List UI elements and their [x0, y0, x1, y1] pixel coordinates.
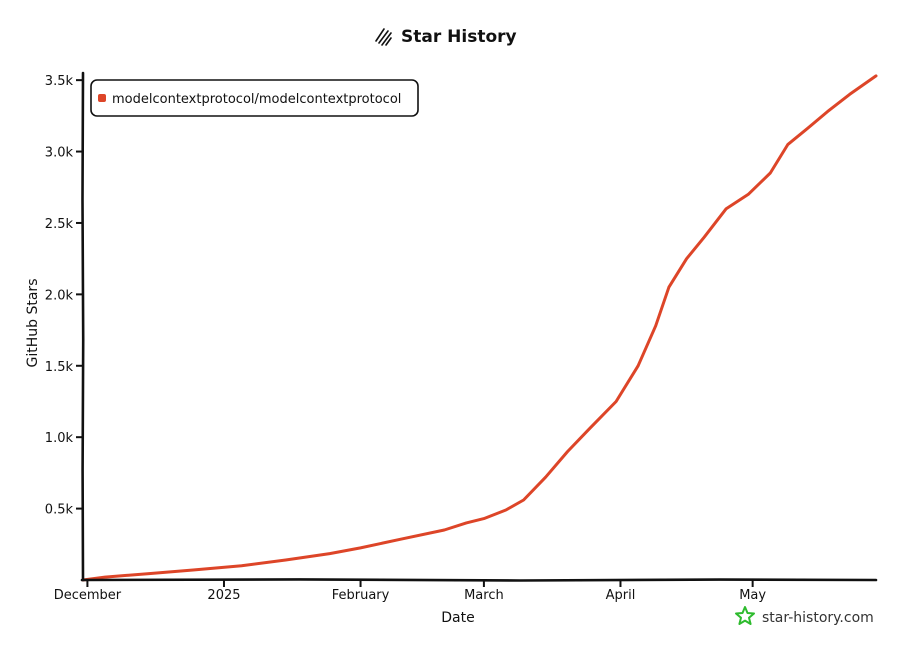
y-tick-label: 3.5k	[45, 74, 74, 89]
series-point	[804, 129, 807, 132]
chart-title-group: Star History	[375, 27, 517, 47]
y-tick-label: 0.5k	[45, 503, 74, 518]
x-tick-label: December	[54, 588, 122, 603]
series-point	[148, 572, 150, 575]
series-point	[505, 509, 507, 511]
y-axis-label: GitHub Stars	[25, 279, 41, 368]
series-point	[654, 324, 657, 327]
x-tick-label: April	[606, 588, 636, 603]
chart-title: Star History	[401, 27, 517, 47]
legend-swatch	[98, 94, 106, 102]
series-point	[443, 529, 446, 531]
series-line	[81, 74, 878, 582]
x-tick-label: February	[332, 588, 390, 603]
series-point	[284, 559, 287, 561]
series-point	[615, 400, 617, 403]
x-tick-label: May	[739, 588, 766, 603]
y-tick-label: 3.0k	[45, 146, 74, 161]
watermark: star-history.com	[735, 606, 874, 626]
series-point	[588, 427, 591, 430]
series-point	[544, 476, 547, 479]
legend-box	[90, 79, 419, 117]
series-point	[848, 93, 851, 96]
series-point	[328, 552, 331, 555]
series-point	[747, 193, 750, 196]
series-point	[668, 286, 670, 289]
series-point	[637, 364, 639, 367]
scribble-logo-icon	[375, 28, 392, 46]
series-point	[769, 172, 772, 174]
series-point	[240, 564, 243, 567]
y-tick-label: 2.0k	[45, 288, 74, 303]
series-point	[566, 450, 569, 453]
x-axis-line	[80, 578, 878, 582]
x-axis-ticks: December 2025 February March April May	[54, 580, 766, 603]
x-tick-label: 2025	[207, 588, 240, 603]
series-point	[483, 517, 485, 520]
x-tick-label: March	[464, 588, 504, 603]
series-point	[725, 207, 728, 210]
series-point	[786, 143, 789, 146]
y-axis-ticks: 0.5k 1.0k 1.5k 2.0k 2.5k 3.0k 3.5k	[45, 74, 83, 518]
series-point	[703, 236, 706, 239]
series-point	[685, 257, 688, 260]
star-history-logo-icon	[735, 606, 755, 625]
legend-label: modelcontextprotocol/modelcontextprotoco…	[112, 92, 401, 107]
watermark-text: star-history.com	[762, 610, 874, 626]
x-axis-label: Date	[441, 610, 474, 626]
series-point	[192, 569, 195, 571]
series-point	[826, 110, 829, 113]
series-point	[522, 499, 525, 501]
y-tick-label: 2.5k	[45, 217, 74, 232]
y-axis-line	[81, 71, 85, 582]
series-point	[359, 546, 362, 549]
series-layer	[81, 74, 878, 582]
legend: modelcontextprotocol/modelcontextprotoco…	[90, 79, 419, 117]
series-point	[104, 576, 106, 579]
y-tick-label: 1.5k	[45, 360, 74, 375]
series-point	[399, 538, 402, 541]
y-tick-label: 1.0k	[45, 431, 74, 446]
series-point	[875, 74, 877, 77]
series-point	[465, 521, 468, 524]
